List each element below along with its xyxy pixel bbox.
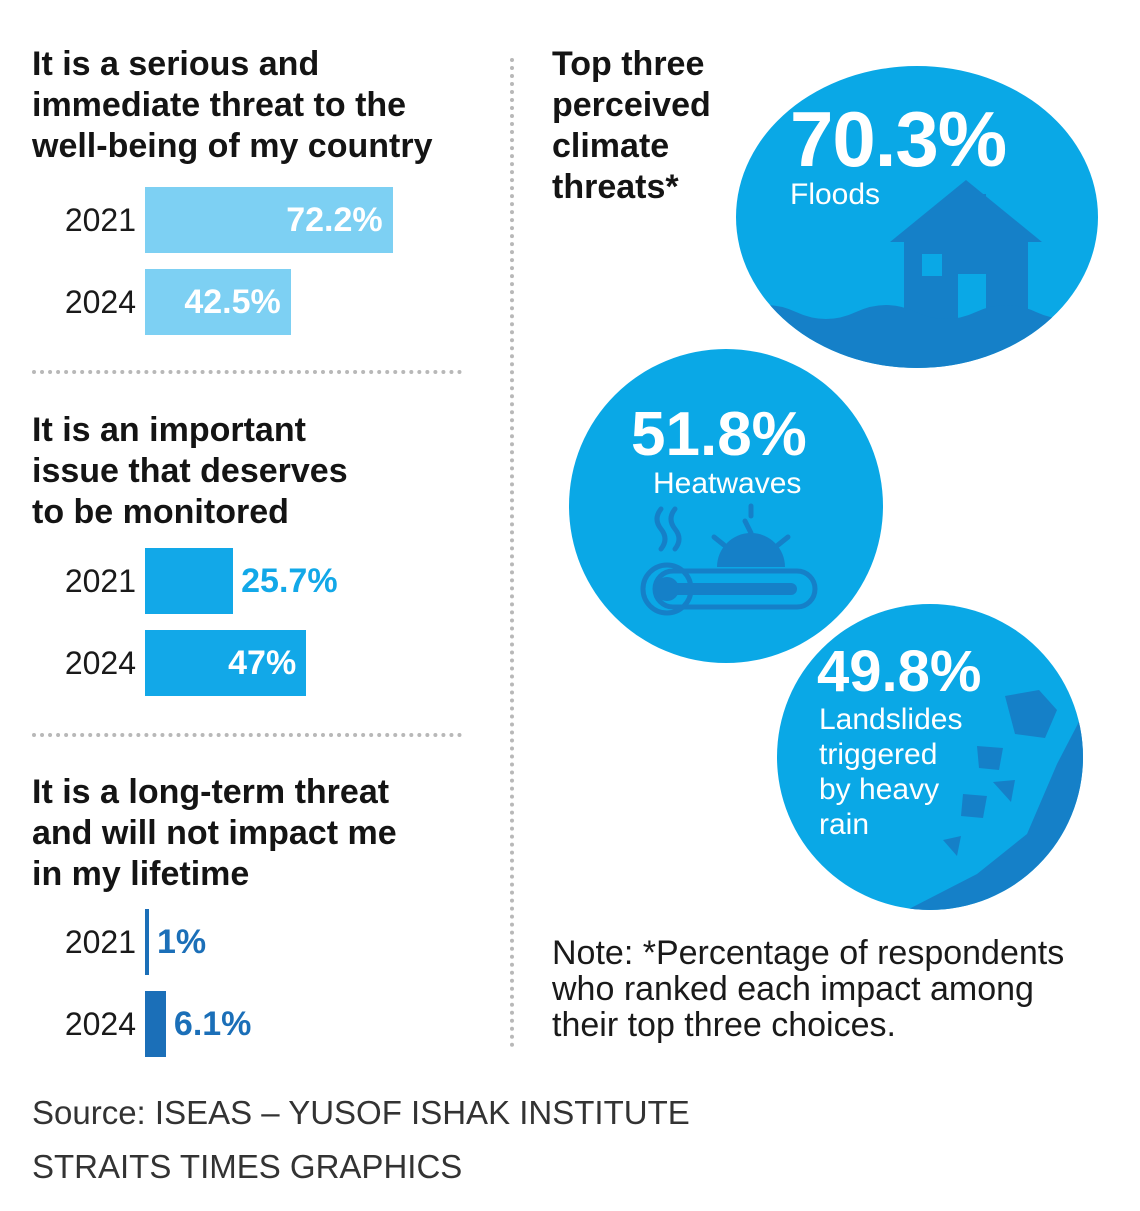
data-label: 72.2% xyxy=(286,201,383,239)
divider xyxy=(32,370,462,374)
bar xyxy=(145,548,234,614)
bar xyxy=(145,630,307,696)
category-label: 2024 xyxy=(64,284,136,320)
landslides-label-line: triggered xyxy=(819,738,938,771)
landslides-value: 49.8% xyxy=(817,639,982,704)
landslides-circle: 49.8% Landslides triggered by heavy rain xyxy=(777,604,1083,910)
landslides-label-line: by heavy xyxy=(819,773,940,806)
source-text: Source: ISEAS – YUSOF ISHAK INSTITUTE xyxy=(32,1094,690,1131)
bar xyxy=(145,187,393,253)
bar xyxy=(145,269,291,335)
divider xyxy=(32,733,462,737)
bar xyxy=(145,909,149,975)
chart-title-2-line: It is an important xyxy=(32,411,306,449)
data-label: 6.1% xyxy=(173,1005,252,1043)
note-line: their top three choices. xyxy=(552,1006,896,1044)
chart-title-4: Top three perceived climate threats* xyxy=(552,44,711,208)
chart-title-1-line: It is a serious and xyxy=(32,45,320,83)
chart-title-3-line: in my lifetime xyxy=(32,855,250,893)
landslide-icon xyxy=(907,690,1083,910)
heatwave-thermometer-icon xyxy=(640,503,818,616)
chart-title-4-line: perceived xyxy=(552,86,711,124)
category-label: 2024 xyxy=(64,1006,136,1042)
chart-title-3-line: and will not impact me xyxy=(32,814,397,852)
bar xyxy=(145,991,166,1057)
note-line: Note: *Percentage of respondents xyxy=(552,934,1065,972)
chart-title-4-line: climate xyxy=(552,127,670,165)
note-line: who ranked each impact among xyxy=(552,970,1034,1008)
landslides-label-line: rain xyxy=(819,808,870,841)
column-divider xyxy=(510,58,514,1048)
heatwaves-label: Heatwaves xyxy=(653,467,802,500)
chart-title-1-line: immediate threat to the xyxy=(32,86,407,124)
chart-title-4-line: Top three xyxy=(552,45,705,83)
note: Note: *Percentage of respondents who ran… xyxy=(552,935,1112,1043)
flooded-house-icon xyxy=(736,180,1098,368)
chart-title-2: It is an important issue that deserves t… xyxy=(32,410,348,533)
floods-circle: 70.3% Floods xyxy=(736,66,1098,368)
heatwaves-value: 51.8% xyxy=(631,400,807,469)
chart-title-3: It is a long-term threat and will not im… xyxy=(32,772,397,895)
category-label: 2021 xyxy=(64,563,136,599)
heatwaves-circle: 51.8% Heatwaves xyxy=(569,349,883,663)
chart-title-2-line: issue that deserves xyxy=(32,452,348,490)
chart-title-1: It is a serious and immediate threat to … xyxy=(32,44,432,167)
data-label: 1% xyxy=(157,923,207,961)
data-label: 42.5% xyxy=(184,283,281,321)
chart-title-4-line: threats* xyxy=(552,168,679,206)
chart-title-1-line: well-being of my country xyxy=(32,127,433,165)
category-label: 2024 xyxy=(64,645,136,681)
landslides-label: Landslides triggered by heavy rain xyxy=(819,702,962,842)
chart-title-2-line: to be monitored xyxy=(32,493,289,531)
chart-title-3-line: It is a long-term threat xyxy=(32,773,390,811)
landslides-label-line: Landslides xyxy=(819,703,963,736)
data-label: 47% xyxy=(228,644,297,682)
floods-value: 70.3% xyxy=(790,95,1007,183)
credit-text: STRAITS TIMES GRAPHICS xyxy=(32,1148,463,1185)
category-label: 2021 xyxy=(64,924,136,960)
floods-label: Floods xyxy=(790,178,881,211)
data-label: 25.7% xyxy=(241,562,338,600)
category-label: 2021 xyxy=(64,202,136,238)
